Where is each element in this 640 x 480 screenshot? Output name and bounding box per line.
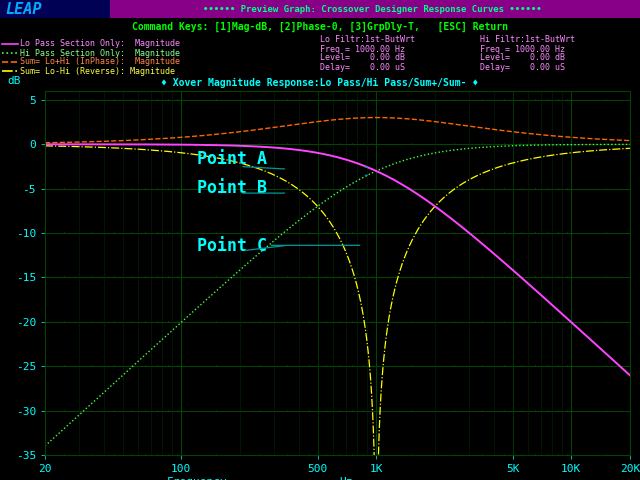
Text: Freq = 1000.00 Hz: Freq = 1000.00 Hz <box>480 45 565 53</box>
Text: Lo Filtr:1st-ButWrt: Lo Filtr:1st-ButWrt <box>320 36 415 45</box>
Text: Hi Pass Section Only:  Magnitude: Hi Pass Section Only: Magnitude <box>20 48 180 58</box>
Text: Point B: Point B <box>196 179 267 197</box>
Text: Point C: Point C <box>196 237 267 255</box>
Bar <box>110 0 640 18</box>
Text: Command Keys: [1]Mag-dB, [2]Phase-0, [3]GrpDly-T,   [ESC] Return: Command Keys: [1]Mag-dB, [2]Phase-0, [3]… <box>132 22 508 32</box>
Text: Level=    0.00 dB: Level= 0.00 dB <box>320 53 405 62</box>
Text: Sum= Lo+Hi (InPhase):  Magnitude: Sum= Lo+Hi (InPhase): Magnitude <box>20 58 180 67</box>
Text: Hi Filtr:1st-ButWrt: Hi Filtr:1st-ButWrt <box>480 36 575 45</box>
Text: LEAP: LEAP <box>5 1 42 16</box>
Text: Hz: Hz <box>339 477 353 480</box>
Text: Level=    0.00 dB: Level= 0.00 dB <box>480 53 565 62</box>
Bar <box>0 0 110 18</box>
Text: dB: dB <box>7 75 20 85</box>
Text: Delay=    0.00 uS: Delay= 0.00 uS <box>480 62 565 72</box>
Text: Point A: Point A <box>196 150 267 168</box>
Text: Lo Pass Section Only:  Magnitude: Lo Pass Section Only: Magnitude <box>20 39 180 48</box>
Text: Sum= Lo-Hi (Reverse): Magnitude: Sum= Lo-Hi (Reverse): Magnitude <box>20 67 175 75</box>
Text: Freq = 1000.00 Hz: Freq = 1000.00 Hz <box>320 45 405 53</box>
Text: Delay=    0.00 uS: Delay= 0.00 uS <box>320 62 405 72</box>
Text: ♦ Xover Magnitude Response:Lo Pass/Hi Pass/Sum+/Sum- ♦: ♦ Xover Magnitude Response:Lo Pass/Hi Pa… <box>161 78 479 88</box>
Text: Frequency: Frequency <box>167 477 228 480</box>
Text: •••••• Preview Graph: Crossover Designer Response Curves ••••••: •••••• Preview Graph: Crossover Designer… <box>203 4 547 13</box>
